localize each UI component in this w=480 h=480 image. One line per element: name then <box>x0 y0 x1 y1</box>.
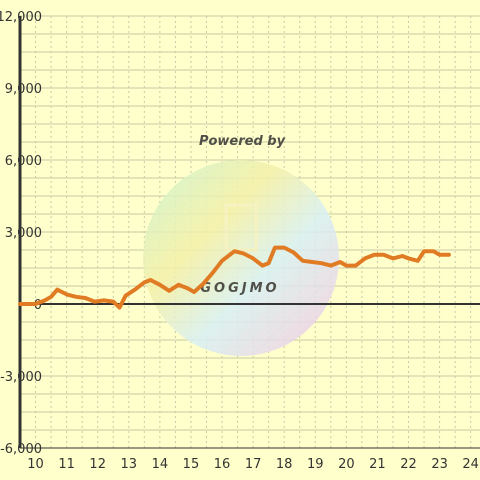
x-tick-label: 16 <box>214 457 231 472</box>
x-tick-label: 23 <box>431 457 448 472</box>
x-tick-label: 14 <box>152 457 169 472</box>
x-tick-label: 10 <box>27 457 44 472</box>
watermark-logo-text: GOGJMO <box>200 281 279 296</box>
y-tick-label: 9,000 <box>5 82 42 97</box>
y-tick-label: 6,000 <box>5 154 42 169</box>
x-tick-label: 19 <box>307 457 324 472</box>
x-tick-label: 18 <box>276 457 293 472</box>
x-tick-label: 12 <box>89 457 106 472</box>
watermark-powered-by: Powered by <box>199 134 286 149</box>
x-tick-label: 11 <box>58 457 75 472</box>
x-tick-label: 22 <box>400 457 417 472</box>
x-tick-label: 24 <box>462 457 479 472</box>
y-tick-label: -6,000 <box>0 442 42 457</box>
watermark: Powered by GOGJMO <box>143 134 339 356</box>
tick-labels: -6,000 -3,000 0 3,000 6,000 9,000 12,000 10 11 12… <box>0 10 479 472</box>
x-tick-label: 15 <box>183 457 200 472</box>
y-tick-label: -3,000 <box>0 370 42 385</box>
series-line <box>18 245 451 310</box>
x-tick-label: 17 <box>245 457 262 472</box>
y-tick-label: 3,000 <box>5 226 42 241</box>
x-tick-label: 21 <box>369 457 386 472</box>
x-tick-label: 13 <box>121 457 138 472</box>
watermark-circle <box>143 160 339 356</box>
axes <box>18 16 480 449</box>
y-tick-label: 0 <box>34 298 42 313</box>
watermark-logo-icon <box>224 203 258 252</box>
x-tick-label: 20 <box>338 457 355 472</box>
y-tick-label: 12,000 <box>0 10 42 25</box>
